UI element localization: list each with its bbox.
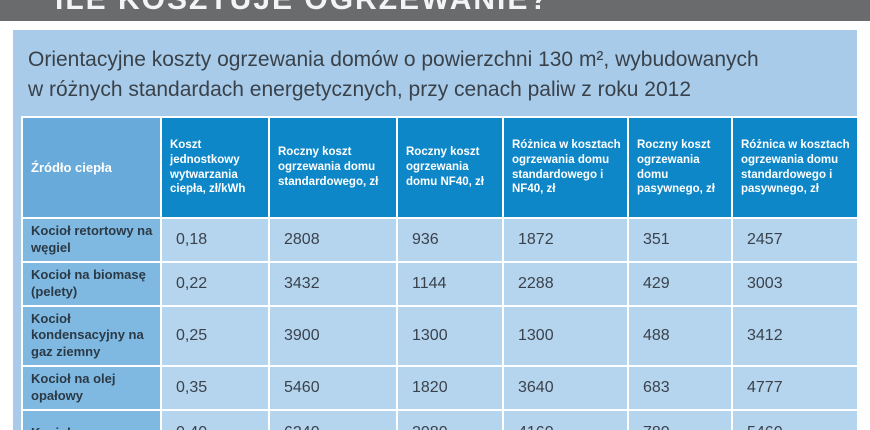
intro-line-1: Orientacyjne koszty ogrzewania domów o p…	[28, 48, 759, 71]
table-row: Kocioł na gaz 0,40 6240 2080 4160 780 54…	[23, 411, 857, 430]
table-cell: 0,35	[162, 367, 268, 410]
table-cell: 5460	[733, 411, 857, 430]
table-row: Kocioł na biomasę (pelety) 0,22 3432 114…	[23, 262, 857, 305]
intro-line-2: w różnych standardach energetycznych, pr…	[28, 78, 692, 101]
table-cell: 6240	[270, 411, 396, 430]
table-cell: 2457	[733, 219, 857, 261]
row-label: Kocioł na gaz	[23, 411, 160, 430]
row-label: Kocioł na olej opałowy	[23, 367, 160, 410]
row-label: Kocioł kondensacyjny na gaz ziemny	[23, 306, 160, 366]
table-cell: 683	[629, 367, 731, 410]
row-label: Kocioł na biomasę (pelety)	[23, 262, 160, 305]
row-label: Kocioł retortowy na węgiel	[23, 219, 160, 261]
column-header-standard-annual-cost: Roczny koszt ogrzewania domu standardowe…	[270, 118, 396, 217]
table-cell: 1872	[504, 219, 627, 261]
intro-text: Orientacyjne koszty ogrzewania domów o p…	[13, 30, 857, 105]
table-cell: 0,25	[162, 306, 268, 366]
table-cell: 0,18	[162, 219, 268, 261]
column-header-diff-standard-passive: Różnica w kosztach ogrzewania domu stand…	[733, 118, 857, 217]
table-cell: 936	[398, 219, 502, 261]
table-cell: 488	[629, 306, 731, 366]
table-row: Kocioł retortowy na węgiel 0,18 2808 936…	[23, 219, 857, 261]
column-header-nf40-annual-cost: Roczny koszt ogrzewania domu NF40, zł	[398, 118, 502, 217]
column-header-heat-source: Źródło ciepła	[23, 118, 160, 217]
column-header-passive-annual-cost: Roczny koszt ogrzewania domu pasywnego, …	[629, 118, 731, 217]
table-cell: 1300	[504, 306, 627, 366]
table-cell: 4777	[733, 367, 857, 410]
column-header-unit-cost: Koszt jednostkowy wytwarzania ciepła, zł…	[162, 118, 268, 217]
table-cell: 3900	[270, 306, 396, 366]
headline-bar: ILE KOSZTUJE OGRZEWANIE?	[0, 0, 870, 21]
table-cell: 2808	[270, 219, 396, 261]
table-cell: 1820	[398, 367, 502, 410]
table-cell: 3412	[733, 306, 857, 366]
table-cell: 0,22	[162, 262, 268, 305]
table-cell: 351	[629, 219, 731, 261]
heating-costs-table: Źródło ciepła Koszt jednostkowy wytwarza…	[21, 116, 857, 430]
column-header-diff-standard-nf40: Różnica w kosztach ogrzewania domu stand…	[504, 118, 627, 217]
headline-title: ILE KOSZTUJE OGRZEWANIE?	[55, 0, 550, 17]
table-cell: 3432	[270, 262, 396, 305]
table-cell: 0,40	[162, 411, 268, 430]
table-cell: 2288	[504, 262, 627, 305]
table-cell: 1300	[398, 306, 502, 366]
table-cell: 3003	[733, 262, 857, 305]
table-cell: 3640	[504, 367, 627, 410]
table-header-row: Źródło ciepła Koszt jednostkowy wytwarza…	[23, 118, 857, 217]
table-cell: 2080	[398, 411, 502, 430]
table-cell: 429	[629, 262, 731, 305]
table-row: Kocioł kondensacyjny na gaz ziemny 0,25 …	[23, 306, 857, 366]
table-cell: 780	[629, 411, 731, 430]
table-cell: 5460	[270, 367, 396, 410]
table-cell: 4160	[504, 411, 627, 430]
table-cell: 1144	[398, 262, 502, 305]
content-panel: Orientacyjne koszty ogrzewania domów o p…	[13, 30, 857, 430]
table-row: Kocioł na olej opałowy 0,35 5460 1820 36…	[23, 367, 857, 410]
